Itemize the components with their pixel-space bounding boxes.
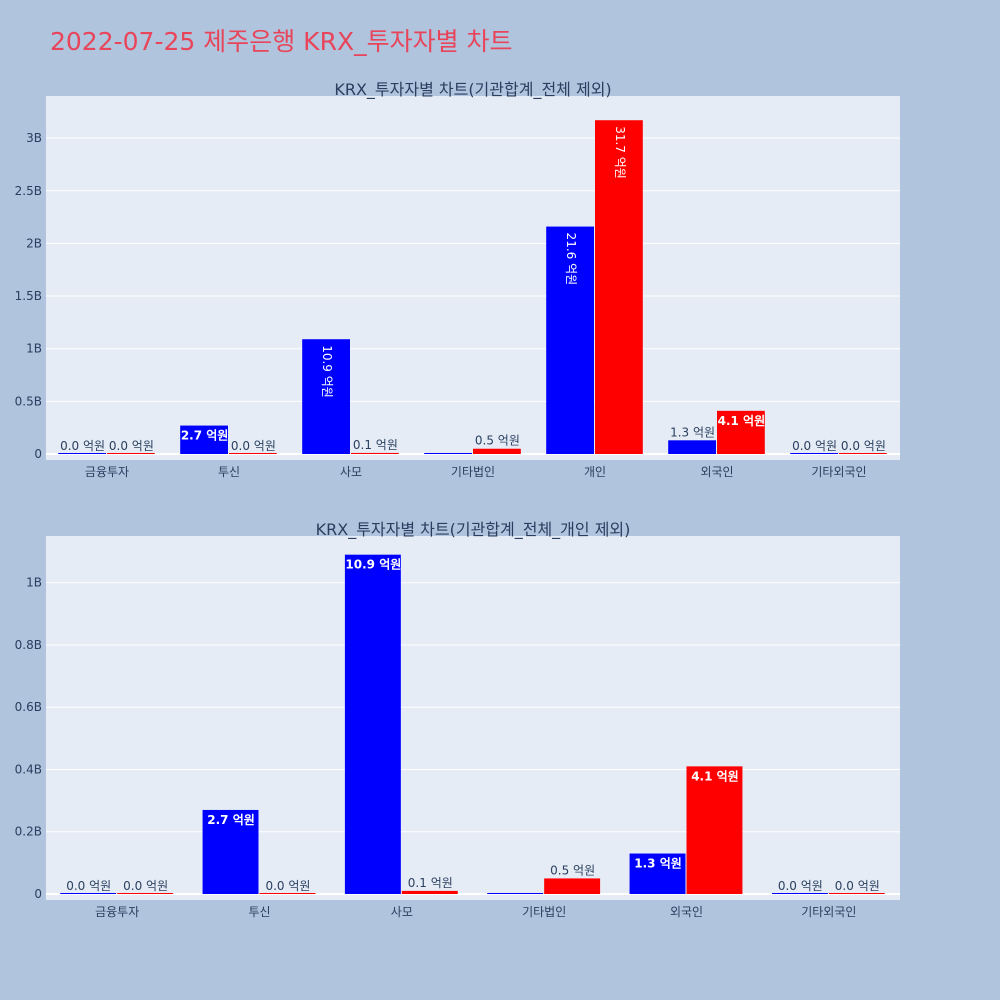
chart-title: KRX_투자자별 차트(기관합계_전체_개인 제외) — [316, 520, 631, 540]
x-tick-label: 기타외국인 — [811, 465, 866, 479]
bar-value-label: 0.1 억원 — [353, 438, 398, 452]
y-tick-label: 0.5B — [15, 394, 42, 408]
chart-top: KRX_투자자별 차트(기관합계_전체 제외) 0 0.5B 1B 1.5B 2B 2.5B… — [15, 80, 900, 479]
bar-value-label: 0.0 억원 — [835, 879, 880, 893]
bar — [828, 893, 885, 894]
bar-value-label: 0.5 억원 — [475, 434, 520, 448]
bar — [424, 453, 472, 454]
bar — [58, 453, 106, 454]
bar-value-label: 31.7 억원 — [613, 126, 627, 179]
bar — [771, 893, 828, 894]
x-tick-label: 기타외국인 — [801, 905, 856, 919]
bar — [473, 448, 521, 454]
bar-value-label: 2.7 억원 — [207, 813, 255, 827]
bar — [595, 120, 643, 454]
y-tick-label: 0.2B — [15, 825, 42, 839]
bar — [229, 453, 277, 454]
bar-value-label: 0.0 억원 — [60, 439, 105, 453]
x-tick-label: 투신 — [248, 905, 270, 919]
bar-value-label: 1.3 억원 — [634, 857, 682, 871]
bar-value-label: 21.6 억원 — [564, 233, 578, 286]
x-tick-label: 사모 — [340, 465, 362, 479]
bar — [202, 809, 259, 894]
bar-value-label: 0.0 억원 — [231, 439, 276, 453]
bar-value-label: 0.0 억원 — [123, 879, 168, 893]
x-tick-label: 외국인 — [700, 465, 733, 479]
bar-value-label: 4.1 억원 — [718, 414, 766, 428]
page-title: 2022-07-25 제주은행 KRX_투자자별 차트 — [50, 27, 513, 56]
bar — [546, 226, 594, 454]
x-tick-label: 투신 — [218, 465, 240, 479]
bar-value-label: 0.1 억원 — [408, 876, 453, 890]
bar-value-label: 1.3 억원 — [670, 425, 715, 439]
bar — [686, 766, 743, 894]
y-tick-label: 0.6B — [15, 700, 42, 714]
bar-value-label: 0.0 억원 — [778, 879, 823, 893]
bar-value-label: 10.9 억원 — [345, 558, 401, 572]
plot-area — [46, 96, 900, 460]
x-tick-label: 사모 — [391, 905, 413, 919]
bar-value-label: 0.0 억원 — [265, 879, 310, 893]
x-tick-label: 기타법인 — [451, 465, 495, 479]
x-tick-label: 금융투자 — [95, 905, 139, 919]
bar — [629, 853, 686, 894]
bar — [717, 410, 765, 454]
bar-value-label: 0.0 억원 — [841, 439, 886, 453]
y-tick-label: 1.5B — [15, 289, 42, 303]
bar — [107, 453, 155, 454]
bar — [544, 878, 601, 894]
bar-value-label: 0.0 억원 — [66, 879, 111, 893]
bar — [302, 339, 350, 454]
y-tick-label: 0 — [34, 887, 42, 901]
y-tick-label: 0 — [34, 447, 42, 461]
bar — [60, 893, 117, 894]
bar-value-label: 10.9 억원 — [320, 345, 334, 398]
y-tick-label: 2.5B — [15, 184, 42, 198]
bar-value-label: 4.1 억원 — [691, 769, 739, 783]
chart-bottom: KRX_투자자별 차트(기관합계_전체_개인 제외) 0 0.2B 0.4B 0.6B 0… — [15, 520, 900, 919]
y-tick-label: 1B — [26, 576, 42, 590]
bar-value-label: 0.0 억원 — [109, 439, 154, 453]
bar — [401, 890, 458, 894]
bar — [487, 893, 544, 894]
bar — [344, 554, 401, 894]
y-tick-label: 3B — [26, 131, 42, 145]
bar — [790, 453, 838, 454]
x-tick-label: 금융투자 — [85, 465, 129, 479]
bar — [839, 453, 887, 454]
bar — [117, 893, 174, 894]
chart-title: KRX_투자자별 차트(기관합계_전체 제외) — [334, 80, 611, 100]
y-tick-label: 0.8B — [15, 638, 42, 652]
bar — [259, 893, 316, 894]
y-tick-label: 0.4B — [15, 762, 42, 776]
bar — [180, 425, 228, 454]
plot-area — [46, 536, 900, 900]
bar-value-label: 0.5 억원 — [550, 863, 595, 877]
bar-value-label: 0.0 억원 — [792, 439, 837, 453]
bar — [351, 452, 399, 454]
y-tick-label: 2B — [26, 236, 42, 250]
x-tick-label: 기타법인 — [522, 905, 566, 919]
x-tick-label: 외국인 — [670, 905, 703, 919]
bar-value-label: 2.7 억원 — [181, 429, 229, 443]
bar — [668, 440, 716, 454]
x-tick-label: 개인 — [584, 465, 606, 479]
y-tick-label: 1B — [26, 342, 42, 356]
